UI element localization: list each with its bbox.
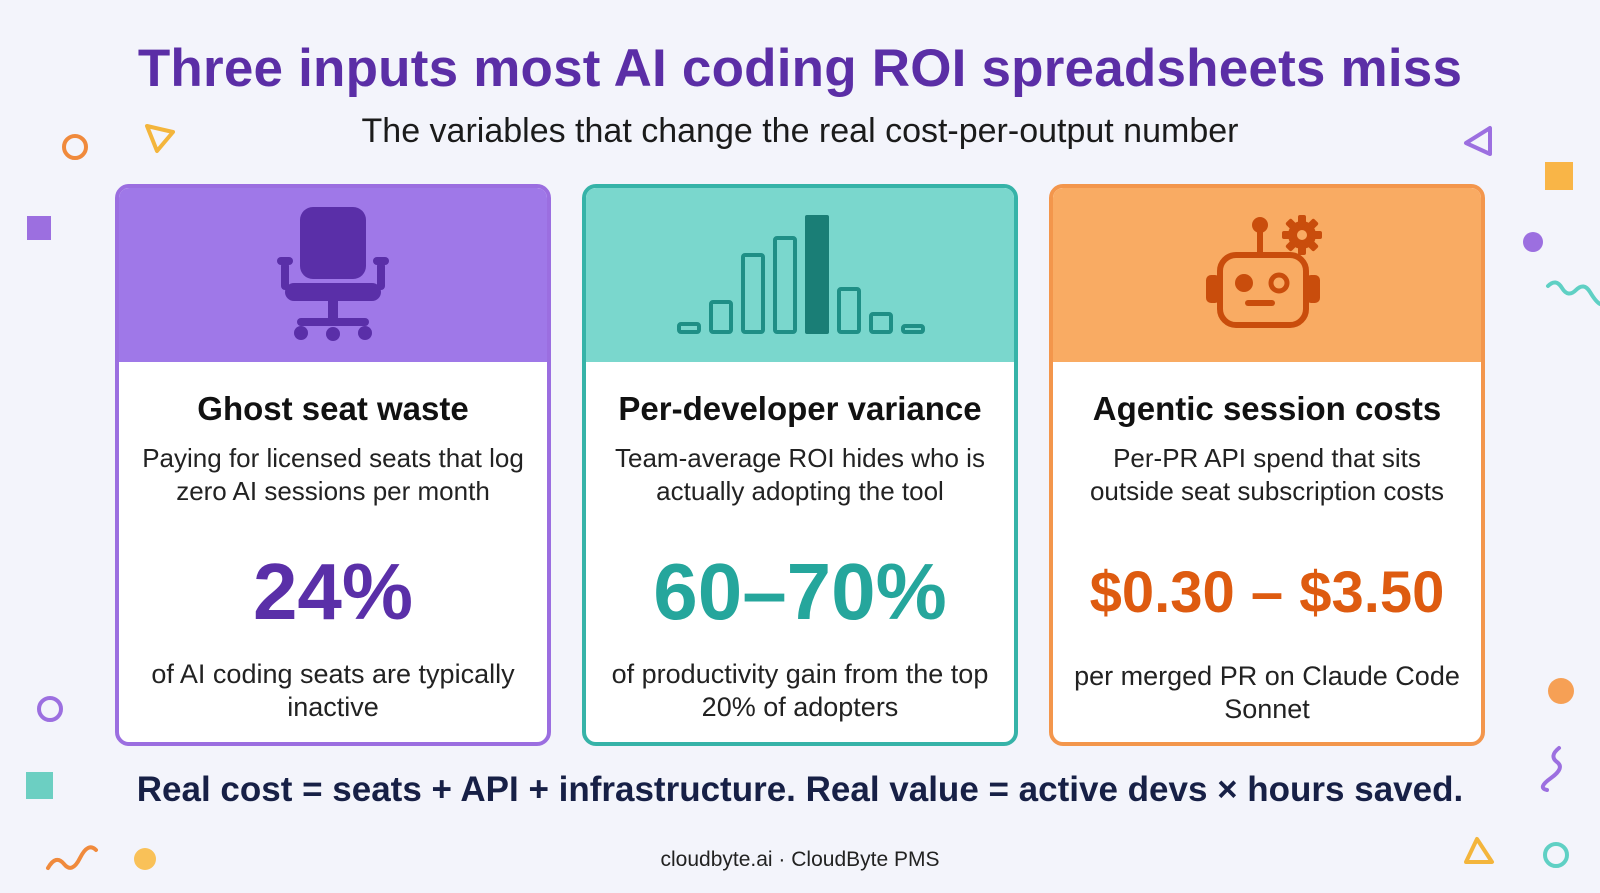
- card-stat: $0.30 – $3.50: [1089, 560, 1445, 625]
- footer-credit: cloudbyte.ai · CloudByte PMS: [660, 848, 940, 871]
- page-title: Three inputs most AI coding ROI spreadsh…: [137, 39, 1463, 98]
- card-title: Agentic session costs: [1092, 390, 1442, 427]
- card-stat-caption: of productivity gain from the top 20% of…: [611, 659, 989, 722]
- card-description: Per-PR API spend that sits outside seat …: [1089, 443, 1445, 506]
- summary-formula: Real cost = seats + API + infrastructure…: [136, 770, 1464, 809]
- card-stat-caption: of AI coding seats are typically inactiv…: [151, 659, 515, 722]
- card-title: Per-developer variance: [618, 390, 982, 427]
- card-per-developer-variance: Per-developer variance Team-average ROI …: [582, 184, 1018, 746]
- card-header: [586, 188, 1014, 362]
- office-chair-icon: [277, 207, 389, 341]
- card-header: [1053, 188, 1481, 362]
- card-stat: 60–70%: [653, 547, 947, 636]
- card-title: Ghost seat waste: [197, 390, 469, 427]
- bar-chart-icon: [677, 215, 925, 334]
- page-subtitle: The variables that change the real cost-…: [361, 112, 1239, 150]
- card-stat-caption: per merged PR on Claude Code Sonnet: [1074, 661, 1460, 724]
- card-agentic-session-costs: Agentic session costs Per-PR API spend t…: [1049, 184, 1485, 746]
- robot-gear-icon: [1206, 215, 1322, 328]
- card-description: Paying for licensed seats that log zero …: [142, 443, 524, 506]
- card-ghost-seat-waste: Ghost seat waste Paying for licensed sea…: [115, 184, 551, 746]
- card-header: [119, 188, 547, 362]
- card-description: Team-average ROI hides who is actually a…: [615, 443, 985, 506]
- card-stat: 24%: [252, 547, 414, 636]
